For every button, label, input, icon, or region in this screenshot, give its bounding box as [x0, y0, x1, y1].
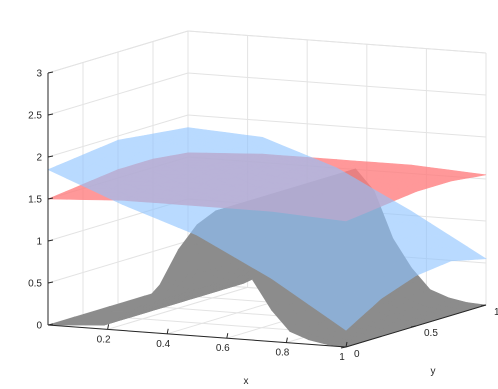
x-tick [107, 324, 110, 330]
grid-line-z [187, 72, 487, 96]
y-tick [480, 304, 487, 307]
x-tick [345, 341, 348, 348]
y-tick-label: 1 [494, 307, 498, 318]
surface-patch [326, 309, 356, 331]
z-tick [47, 155, 54, 158]
box-top-edge [187, 30, 487, 54]
y-tick-label: 0 [354, 349, 360, 360]
y-axis-label: y [431, 366, 436, 377]
z-tick [47, 71, 54, 74]
z-tick-label: 0 [36, 321, 42, 332]
x-tick-label: 0.8 [275, 348, 289, 359]
z-tick [47, 323, 54, 326]
x-tick-label: 0.6 [216, 343, 230, 354]
x-axis-label: x [244, 376, 249, 387]
z-tick-label: 0.5 [28, 279, 42, 290]
z-tick [47, 281, 54, 284]
y-tick [340, 346, 347, 349]
y-tick-label: 0.5 [424, 328, 438, 339]
z-tick [47, 113, 54, 116]
z-tick-label: 1.5 [28, 195, 42, 206]
z-tick [47, 239, 54, 242]
surfaces [47, 127, 487, 348]
grid-line-z [187, 114, 487, 138]
z-tick [47, 197, 54, 200]
x-tick-label: 0.4 [156, 339, 170, 350]
x-tick [285, 337, 288, 343]
axes: 00.511.522.530.2 0.4 0.6 0.8 1 00.51 [28, 69, 498, 364]
z-tick-label: 1 [36, 237, 42, 248]
surface-3 [47, 127, 487, 331]
box-top-edge [47, 30, 189, 74]
z-tick-label: 3 [36, 69, 42, 80]
z-tick-label: 2.5 [28, 111, 42, 122]
y-tick [410, 325, 417, 328]
x-tick-label: 0.2 [97, 334, 111, 345]
x-tick-label: 1 [339, 352, 345, 363]
x-axis-line [47, 324, 347, 348]
x-tick [166, 328, 169, 334]
z-tick-label: 2 [36, 153, 42, 164]
x-tick [226, 333, 229, 339]
